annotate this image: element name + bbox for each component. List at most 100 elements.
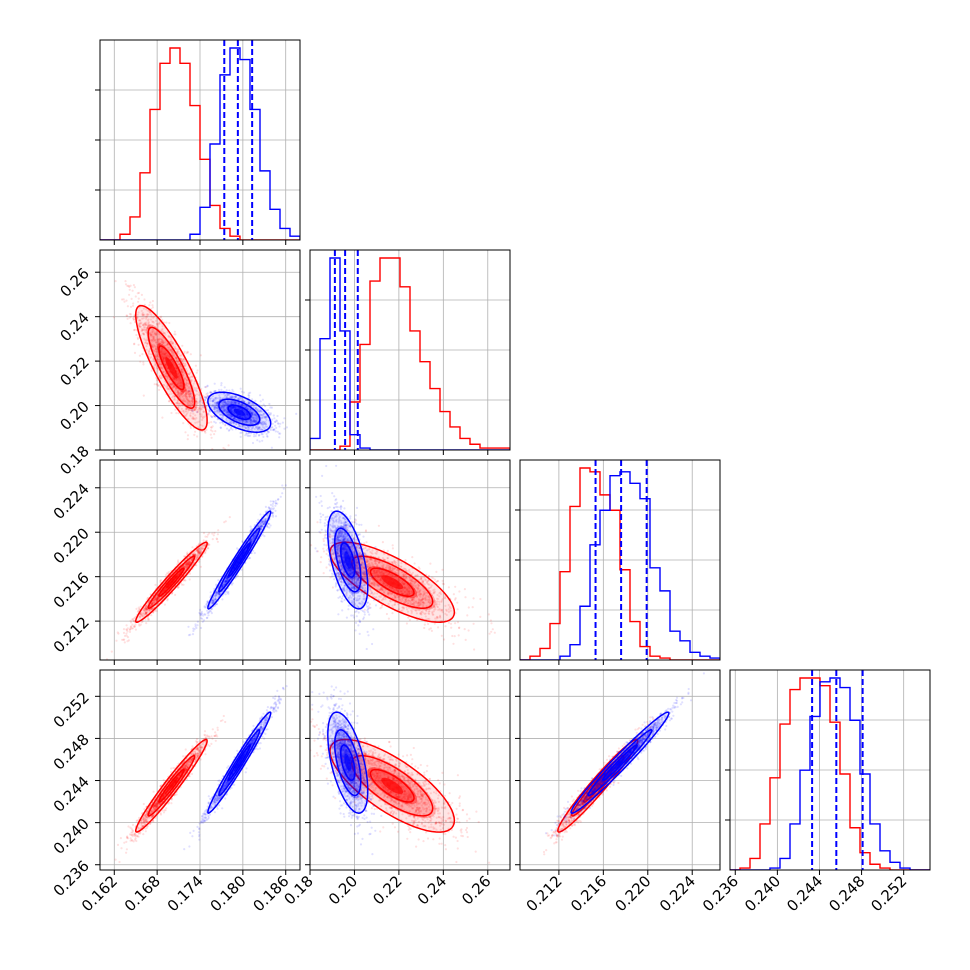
scatter-point [281, 421, 284, 424]
scatter-point [223, 400, 226, 403]
scatter-point [188, 403, 192, 406]
scatter-point [151, 304, 154, 307]
scatter-point [199, 565, 202, 568]
scatter-point [155, 332, 158, 335]
scatter-point [125, 299, 128, 302]
scatter-point [121, 298, 124, 301]
scatter-point [194, 414, 197, 417]
scatter-point [163, 357, 166, 360]
scatter-point [182, 363, 185, 366]
scatter-point [126, 314, 129, 317]
scatter-point [162, 332, 165, 335]
scatter-point [158, 342, 161, 345]
scatter-point [161, 330, 164, 333]
scatter-point [170, 342, 173, 345]
scatter-point [164, 363, 167, 367]
scatter-point [114, 280, 117, 283]
scatter-point [182, 400, 185, 403]
scatter-point [162, 370, 165, 373]
scatter-point [154, 345, 157, 348]
scatter-point [139, 623, 142, 626]
scatter-point [204, 431, 207, 434]
scatter-point [279, 422, 282, 425]
scatter-point [151, 329, 154, 332]
scatter-point [157, 339, 160, 342]
scatter-point [158, 361, 161, 364]
scatter-point [261, 420, 264, 423]
scatter-point [186, 397, 189, 400]
scatter-point [160, 377, 163, 380]
scatter-point [195, 371, 198, 374]
scatter-point [253, 413, 256, 416]
scatter-point [146, 326, 149, 329]
scatter-point [264, 415, 267, 418]
scatter-point [200, 408, 203, 411]
scatter-point [168, 382, 171, 385]
scatter-point [174, 593, 177, 597]
scatter-point [191, 375, 194, 378]
scatter-point [244, 406, 247, 409]
scatter-point [162, 355, 165, 358]
scatter-point [149, 353, 152, 356]
scatter-point [180, 393, 184, 396]
scatter-point [185, 414, 188, 417]
scatter-point [185, 389, 188, 392]
scatter-point [158, 363, 161, 366]
scatter-point [127, 284, 130, 287]
scatter-point [117, 632, 120, 635]
scatter-point [137, 325, 140, 328]
scatter-point [180, 385, 183, 388]
scatter-point [174, 386, 177, 390]
scatter-point [162, 356, 165, 359]
scatter-point [205, 616, 208, 620]
scatter-point [232, 406, 235, 409]
scatter-point [185, 398, 188, 401]
scatter-point [193, 388, 196, 391]
scatter-point [142, 363, 145, 366]
scatter-point [220, 408, 224, 411]
scatter-point [258, 426, 261, 429]
scatter-point [152, 315, 156, 318]
scatter-point [232, 405, 235, 408]
scatter-point [143, 328, 146, 331]
scatter-point [170, 382, 173, 385]
scatter-point [137, 319, 141, 322]
scatter-point [210, 426, 213, 429]
scatter-point [123, 638, 126, 641]
scatter-point [223, 386, 226, 389]
scatter-point [262, 414, 265, 417]
scatter-point [160, 343, 164, 346]
scatter-point [168, 346, 171, 349]
scatter-point [230, 414, 233, 417]
scatter-point [177, 374, 180, 378]
scatter-point [187, 373, 191, 376]
scatter-point [226, 400, 229, 403]
scatter-point [144, 321, 147, 324]
scatter-point [250, 404, 253, 407]
scatter-point [144, 323, 147, 327]
scatter-point [179, 391, 183, 394]
scatter-point [188, 405, 191, 408]
scatter-point [151, 320, 154, 323]
scatter-point [236, 398, 240, 401]
scatter-point [160, 353, 163, 356]
scatter-point [148, 331, 152, 334]
scatter-point [167, 380, 171, 384]
scatter-point [189, 400, 192, 403]
scatter-point [158, 333, 161, 336]
scatter-point [219, 426, 223, 429]
scatter-point [271, 426, 274, 429]
scatter-point [174, 408, 177, 411]
scatter-point [178, 363, 181, 366]
scatter-point [133, 315, 136, 318]
scatter-point [146, 326, 149, 329]
scatter-point [247, 392, 250, 395]
scatter-point [221, 417, 224, 420]
scatter-point [170, 349, 173, 353]
scatter-point [230, 406, 233, 409]
scatter-point [269, 524, 272, 527]
scatter-point [164, 375, 167, 378]
scatter-point [153, 344, 156, 347]
scatter-point [149, 334, 152, 337]
